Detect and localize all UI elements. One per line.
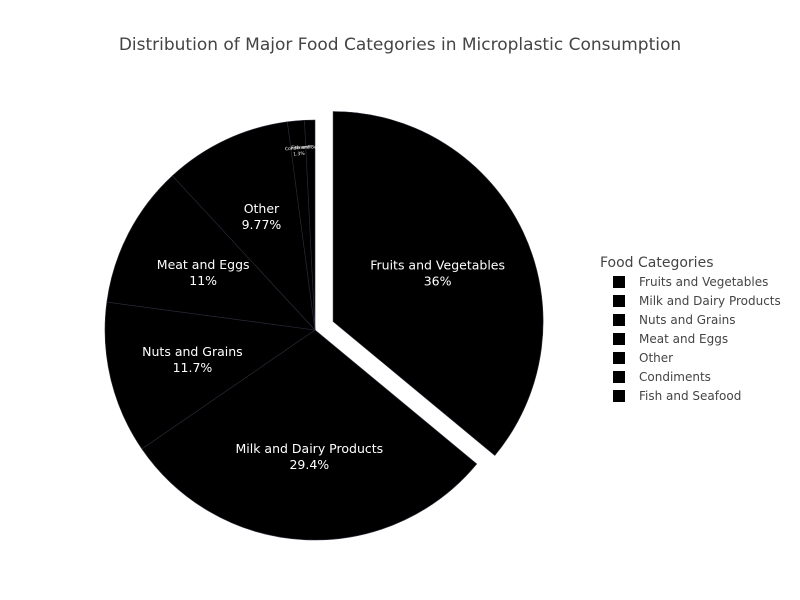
pie-slice-fish-and-seafood[interactable] (304, 119, 316, 331)
legend-swatch-nuts-and-grains[interactable] (613, 314, 625, 326)
slice-small-name-fish-and-seafood: Fish and Seafood (291, 144, 330, 151)
legend-title: Food Categories (600, 255, 713, 271)
slice-label-nuts-and-grains: Nuts and Grains (142, 344, 243, 359)
legend-swatch-meat-and-eggs[interactable] (613, 333, 625, 345)
slice-small-name-condiments: Condiments (285, 144, 313, 152)
legend-label-other[interactable]: Other (639, 351, 673, 365)
pie-slice-milk-and-dairy-products[interactable] (141, 329, 478, 541)
pie-slice-meat-and-eggs[interactable] (106, 175, 316, 331)
slices-group (104, 111, 544, 541)
pie-slice-other[interactable] (172, 121, 316, 331)
legend-label-nuts-and-grains[interactable]: Nuts and Grains (639, 313, 736, 327)
legend-label-fish-and-seafood[interactable]: Fish and Seafood (639, 389, 741, 403)
legend: Food Categories Fruits and Vegetables Mil… (600, 255, 781, 403)
legend-swatch-other[interactable] (613, 352, 625, 364)
legend-swatch-milk-and-dairy-products[interactable] (613, 295, 625, 307)
slice-label-fruits-and-vegetables: Fruits and Vegetables (370, 257, 505, 272)
slice-percent-other: 9.77% (242, 217, 282, 232)
pie-slice-nuts-and-grains[interactable] (104, 301, 316, 450)
pie-slice-fruits-and-vegetables[interactable] (332, 111, 544, 456)
legend-swatch-fruits-and-vegetables[interactable] (613, 276, 625, 288)
chart-title: Distribution of Major Food Categories in… (119, 35, 681, 55)
slice-label-milk-and-dairy-products: Milk and Dairy Products (235, 441, 383, 456)
legend-label-meat-and-eggs[interactable]: Meat and Eggs (639, 332, 728, 346)
legend-swatch-fish-and-seafood[interactable] (613, 390, 625, 402)
legend-label-milk-and-dairy-products[interactable]: Milk and Dairy Products (639, 294, 781, 308)
slice-percent-nuts-and-grains: 11.7% (173, 360, 213, 375)
slice-small-percent-condiments: 1.3% (293, 151, 306, 158)
slice-label-meat-and-eggs: Meat and Eggs (157, 257, 250, 272)
slice-percent-fruits-and-vegetables: 36% (424, 273, 452, 288)
legend-label-fruits-and-vegetables[interactable]: Fruits and Vegetables (639, 275, 768, 289)
slice-small-label-fish-and-seafood: Fish and Seafood (291, 144, 330, 151)
slice-label-other: Other (244, 201, 280, 216)
legend-label-condiments[interactable]: Condiments (639, 370, 711, 384)
legend-swatch-condiments[interactable] (613, 371, 625, 383)
slice-percent-milk-and-dairy-products: 29.4% (289, 457, 329, 472)
slice-percent-meat-and-eggs: 11% (189, 273, 217, 288)
